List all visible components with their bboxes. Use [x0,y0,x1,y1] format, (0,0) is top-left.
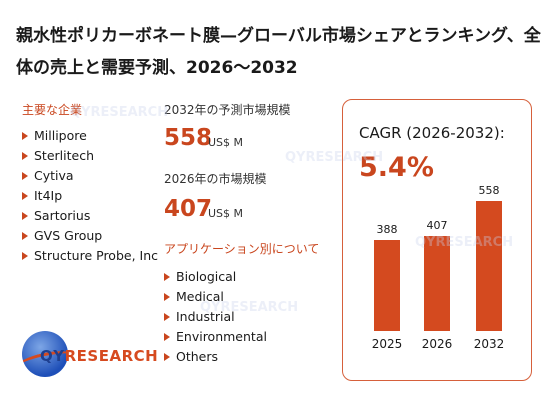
company-name: Sterlitech [34,148,94,163]
globe-icon [22,331,68,377]
forecast-2032-label: 2032年の予測市場規模 [164,103,291,117]
bar-2032 [476,200,502,331]
application-item: Industrial [164,307,267,327]
arrow-icon [164,333,170,341]
company-name: Sartorius [34,208,91,223]
bar-2025 [374,240,400,331]
cagr-label: CAGR (2026-2032): [359,124,505,142]
arrow-icon [164,273,170,281]
arrow-icon [164,313,170,321]
companies-section-label: 主要な企業 [22,103,83,117]
arrow-icon [22,152,28,160]
company-item: Cytiva [22,166,158,186]
company-name: Cytiva [34,168,74,183]
arrow-icon [22,132,28,140]
arrow-icon [22,252,28,260]
application-item: Medical [164,287,267,307]
watermark: QYRESEARCH [70,105,169,120]
data-label-2032: 558 [478,183,500,197]
company-name: Structure Probe, Inc [34,248,159,263]
company-name: GVS Group [34,228,103,243]
logo-suffix: RESEARCH [64,347,159,365]
arrow-icon [22,192,28,200]
company-item: Sartorius [22,206,158,226]
data-label-2025: 388 [376,223,398,237]
arrow-icon [22,212,28,220]
company-item: Millipore [22,126,158,146]
arrow-icon [164,353,170,361]
company-item: GVS Group [22,226,158,246]
data-label-2026: 407 [426,219,448,233]
bar-2026 [424,236,450,331]
application-name: Others [176,349,219,364]
market-2026-label: 2026年の市場規模 [164,172,267,186]
companies-list: Millipore Sterlitech Cytiva It4Ip Sartor… [22,126,158,266]
arrow-icon [22,172,28,180]
cagr-panel: CAGR (2026-2032): 5.4% 388 2025 407 2026 558… [342,99,532,381]
market-2026-unit: US$ M [208,207,244,220]
company-item: It4Ip [22,186,158,206]
application-item: Others [164,347,267,367]
arrow-icon [22,232,28,240]
application-name: Environmental [176,329,267,344]
qyresearch-logo: QYRESEARCH [22,331,162,383]
applications-section-label: アプリケーション別について [164,242,320,256]
application-name: Medical [176,289,224,304]
market-2026-value: 407 [164,196,213,222]
page-title: 親水性ポリカーボネート膜—グローバル市場シェアとランキング、全体の売上と需要予測… [16,26,541,78]
arrow-icon [164,293,170,301]
category-label-2026: 2026 [421,337,453,351]
company-name: Millipore [34,128,87,143]
category-label-2032: 2032 [473,337,505,351]
applications-list: Biological Medical Industrial Environmen… [164,267,267,367]
forecast-2032-value: 558 [164,125,213,151]
company-item: Sterlitech [22,146,158,166]
application-item: Biological [164,267,267,287]
application-name: Industrial [176,309,235,324]
application-item: Environmental [164,327,267,347]
category-label-2025: 2025 [371,337,403,351]
company-item: Structure Probe, Inc [22,246,158,266]
logo-text: QYRESEARCH [40,347,158,365]
logo-prefix: QY [40,347,65,365]
cagr-value: 5.4% [359,152,434,183]
application-name: Biological [176,269,237,284]
forecast-2032-unit: US$ M [208,136,244,149]
company-name: It4Ip [34,188,63,203]
